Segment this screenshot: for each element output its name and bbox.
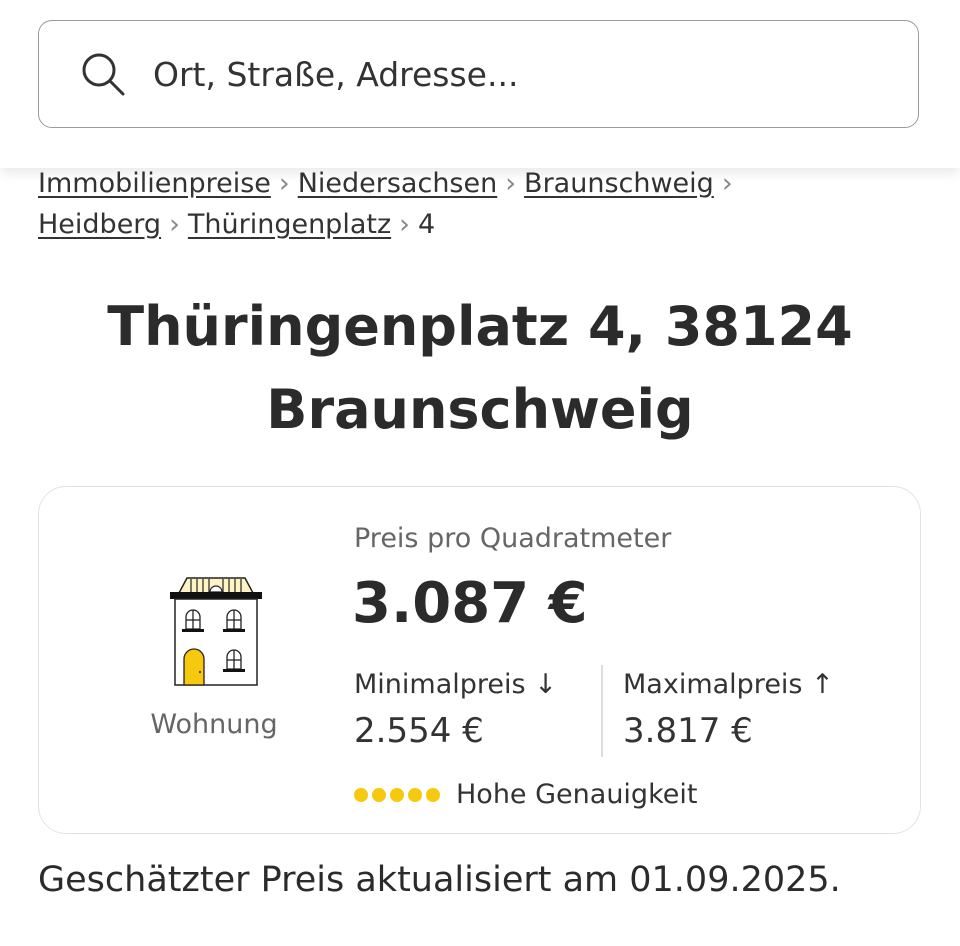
- price-per-sqm: 3.087 €: [352, 571, 588, 636]
- min-price-value: 2.554 €: [354, 711, 484, 751]
- accuracy-label: Hohe Genauigkeit: [456, 779, 698, 810]
- update-note: Geschätzter Preis aktualisiert am 01.09.…: [38, 860, 841, 900]
- max-label-text: Maximalpreis: [623, 669, 803, 700]
- divider: [601, 665, 603, 757]
- min-label-text: Minimalpreis: [354, 669, 526, 700]
- search-icon: [82, 53, 125, 96]
- accuracy-dot: [390, 787, 404, 802]
- search-box[interactable]: [38, 20, 919, 128]
- accuracy-indicator: Hohe Genauigkeit: [354, 779, 697, 810]
- header: [0, 0, 960, 168]
- accuracy-dot: [354, 787, 368, 802]
- chevron-right-icon: ›: [169, 209, 180, 240]
- min-price-label: Minimalpreis ↓: [354, 669, 557, 700]
- chevron-right-icon: ›: [278, 168, 290, 199]
- max-price-value: 3.817 €: [623, 711, 753, 751]
- arrow-down-icon: ↓: [534, 669, 557, 700]
- page-title: Thüringenplatz 4, 38124 Braunschweig: [0, 285, 960, 451]
- title-line-2: Braunschweig: [266, 378, 694, 441]
- breadcrumb-immobilienpreise[interactable]: Immobilienpreise: [38, 168, 271, 199]
- breadcrumb-thueringenplatz[interactable]: Thüringenplatz: [187, 209, 392, 240]
- arrow-up-icon: ↑: [811, 669, 834, 700]
- breadcrumb-current: 4: [417, 209, 436, 240]
- breadcrumb: Immobilienpreise › Niedersachsen › Braunschw…: [38, 163, 918, 245]
- accuracy-dot: [372, 787, 386, 802]
- max-price-label: Maximalpreis ↑: [623, 669, 834, 700]
- chevron-right-icon: ›: [721, 168, 733, 199]
- accuracy-dot: [408, 787, 422, 802]
- house-icon: [170, 577, 262, 686]
- property-type: Wohnung: [150, 709, 278, 740]
- breadcrumb-braunschweig[interactable]: Braunschweig: [524, 168, 714, 199]
- search-input[interactable]: [151, 53, 855, 95]
- price-card: Wohnung Preis pro Quadratmeter 3.087 € M…: [38, 486, 921, 834]
- chevron-right-icon: ›: [399, 209, 410, 240]
- accuracy-dot: [426, 787, 440, 802]
- chevron-right-icon: ›: [505, 168, 517, 199]
- price-label: Preis pro Quadratmeter: [354, 523, 672, 554]
- breadcrumb-heidberg[interactable]: Heidberg: [38, 209, 162, 240]
- title-line-1: Thüringenplatz 4, 38124: [107, 295, 853, 358]
- breadcrumb-niedersachsen[interactable]: Niedersachsen: [297, 168, 498, 199]
